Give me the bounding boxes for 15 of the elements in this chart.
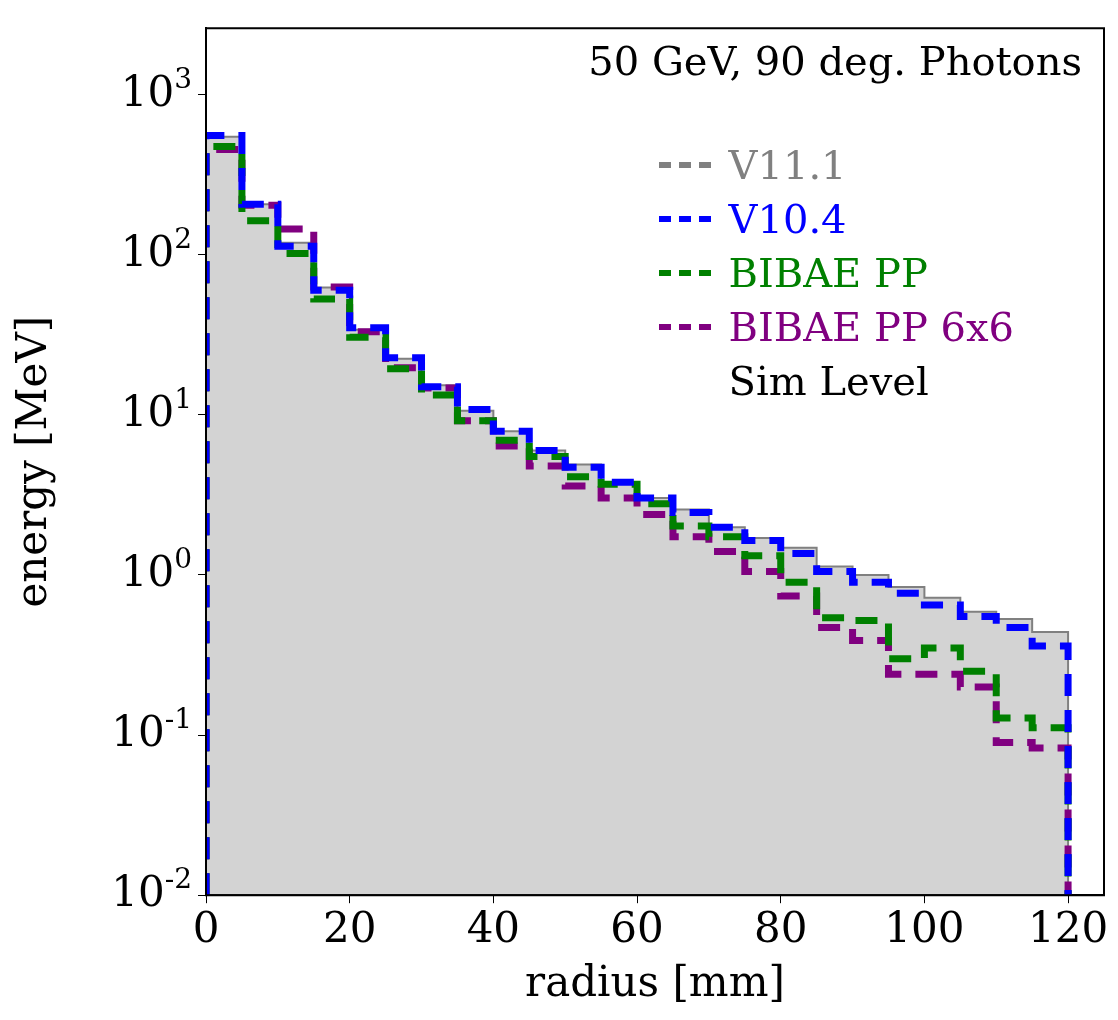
x-tick-label: 120 (1027, 903, 1109, 953)
x-tick-label: 40 (466, 903, 521, 953)
legend-label: V11.1 (728, 141, 847, 191)
y-axis-title: energy [MeV] (7, 315, 57, 608)
x-tick-label: 100 (884, 903, 965, 953)
x-tick-label: 0 (192, 903, 220, 953)
x-tick-label: 60 (610, 903, 664, 953)
legend-label: BIBAE PP 6x6 (728, 303, 1014, 353)
legend-label: V10.4 (728, 195, 847, 245)
x-tick-label: 80 (753, 903, 808, 953)
x-axis-title: radius [mm] (525, 956, 785, 1006)
chart-title: 50 GeV, 90 deg. Photons (588, 38, 1082, 85)
annotation: Sim Level (728, 357, 929, 407)
legend-label: BIBAE PP (728, 249, 928, 299)
x-tick-label: 20 (322, 903, 377, 953)
